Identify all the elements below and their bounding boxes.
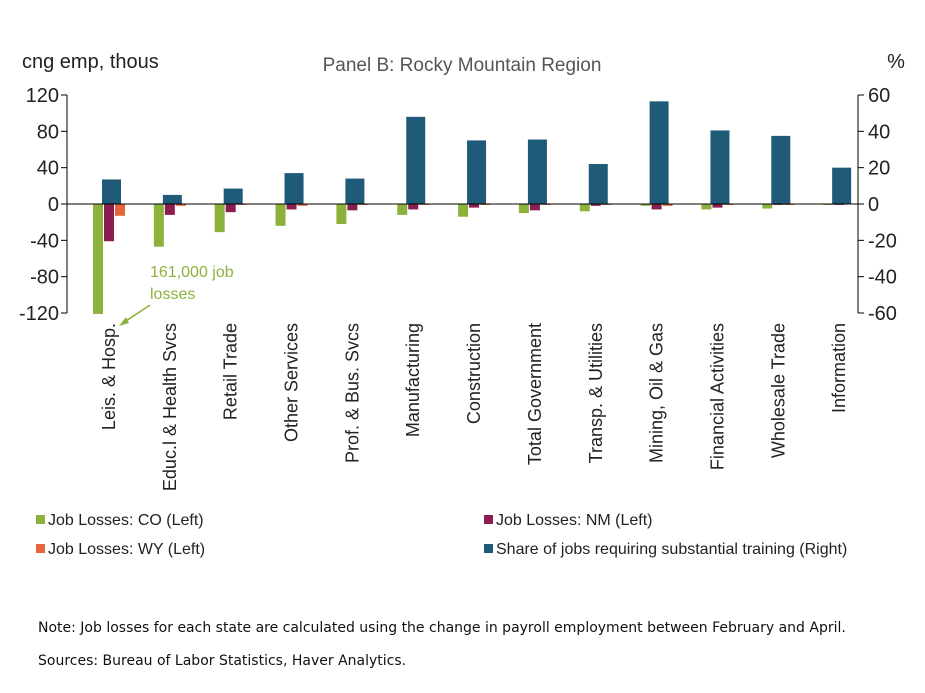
bar-share-training — [284, 173, 304, 204]
legend-swatch — [36, 515, 45, 524]
annotation-text: 161,000 job — [150, 264, 234, 281]
bar-job-losses-co-left — [275, 204, 286, 226]
y-left-tick-label: 0 — [48, 194, 59, 216]
y-axis-left-label: cng emp, thous — [22, 51, 159, 73]
bar-job-losses-nm-left — [164, 204, 175, 215]
bar-job-losses-nm-left — [408, 204, 419, 210]
bar-share-training — [102, 179, 121, 204]
bar-share-training — [223, 188, 243, 204]
bar-job-losses-wy-left — [115, 204, 125, 216]
bar-job-losses-co-left — [640, 204, 651, 206]
bar-job-losses-nm-left — [286, 204, 297, 210]
chart: Panel B: Rocky Mountain Region cng emp, … — [19, 51, 905, 558]
legend-label: Share of jobs requiring substantial trai… — [496, 541, 847, 558]
bar-job-losses-co-left — [701, 204, 712, 210]
y-axis-right-label: % — [887, 51, 905, 73]
y-right-tick-label: 40 — [868, 121, 890, 143]
y-right-tick-label: -20 — [868, 230, 897, 252]
bar-share-training — [649, 101, 669, 204]
bar-job-losses-co-left — [397, 204, 408, 215]
legend-label: Job Losses: WY (Left) — [48, 541, 205, 558]
x-category-label: Educ.l & Health Svcs — [160, 323, 180, 491]
x-category-label: Other Services — [282, 323, 302, 442]
bar-job-losses-nm-left — [651, 204, 662, 210]
bar-job-losses-co-left — [336, 204, 347, 224]
bar-job-losses-co-left — [93, 204, 103, 314]
y-left-tick-label: 80 — [37, 121, 59, 143]
x-category-label: Information — [829, 323, 849, 413]
x-category-label: Retail Trade — [221, 323, 241, 420]
bar-job-losses-co-left — [153, 204, 164, 247]
bar-share-training — [771, 135, 791, 204]
bar-job-losses-nm-left — [104, 204, 114, 242]
y-right-tick-label: 20 — [868, 158, 890, 180]
legend-swatch — [484, 515, 493, 524]
y-left-tick-label: 40 — [37, 158, 59, 180]
x-category-label: Mining, Oil & Gas — [647, 323, 667, 463]
bar-job-losses-nm-left — [469, 204, 480, 208]
y-right-tick-label: 0 — [868, 194, 879, 216]
bar-share-training — [832, 167, 852, 204]
bar-share-training — [406, 116, 426, 204]
bar-job-losses-nm-left — [590, 204, 601, 206]
plot-area: 120 80 40 0 -40 -80 -120 60 40 20 0 -20 -40 -60 Leis. … — [19, 85, 897, 558]
note-text: Note: Job losses for each state are calc… — [38, 620, 846, 636]
y-left-tick-label: -40 — [30, 230, 59, 252]
bar-job-losses-co-left — [579, 204, 590, 212]
x-category-label: Prof. & Bus. Svcs — [342, 323, 362, 463]
bar-job-losses-wy-left — [175, 204, 186, 206]
bar-job-losses-nm-left — [347, 204, 358, 211]
y-left-tick-label: -80 — [30, 267, 59, 289]
legend-swatch — [484, 544, 493, 553]
legend-label: Job Losses: NM (Left) — [496, 512, 653, 529]
legend-swatch — [36, 544, 45, 553]
x-category-label: Total Government — [525, 323, 545, 465]
annotation-arrow-head — [119, 317, 129, 326]
y-left-tick-label: -120 — [19, 303, 59, 325]
x-category-label: Construction — [464, 323, 484, 424]
bar-job-losses-wy-left — [297, 204, 308, 206]
bar-job-losses-wy-left — [662, 204, 673, 206]
bar-job-losses-co-left — [214, 204, 225, 233]
bar-job-losses-nm-left — [712, 204, 723, 208]
y-right-tick-label: 60 — [868, 85, 890, 107]
x-category-label: Financial Activities — [707, 323, 727, 470]
x-category-label: Manufacturing — [403, 323, 423, 437]
bar-share-training — [467, 140, 487, 204]
y-right-tick-label: -40 — [868, 267, 897, 289]
legend-label: Job Losses: CO (Left) — [48, 512, 204, 529]
sources-text: Sources: Bureau of Labor Statistics, Hav… — [38, 653, 407, 669]
bar-job-losses-nm-left — [529, 204, 540, 211]
annotation-text: losses — [150, 286, 195, 303]
x-category-label: Leis. & Hosp. — [99, 323, 119, 430]
bar-share-training — [345, 178, 365, 204]
y-right-tick-label: -60 — [868, 303, 897, 325]
bar-job-losses-co-left — [458, 204, 469, 217]
y-left-tick-label: 120 — [26, 85, 59, 107]
bar-share-training — [162, 194, 182, 204]
x-category-label: Wholesale Trade — [768, 323, 788, 458]
bar-share-training — [527, 139, 547, 204]
chart-title: Panel B: Rocky Mountain Region — [323, 55, 602, 76]
bar-job-losses-nm-left — [225, 204, 236, 213]
x-category-label: Transp. & Utilities — [586, 323, 606, 463]
bar-job-losses-co-left — [518, 204, 529, 214]
bar-share-training — [710, 130, 730, 204]
bar-share-training — [588, 164, 608, 204]
bar-job-losses-co-left — [762, 204, 773, 209]
